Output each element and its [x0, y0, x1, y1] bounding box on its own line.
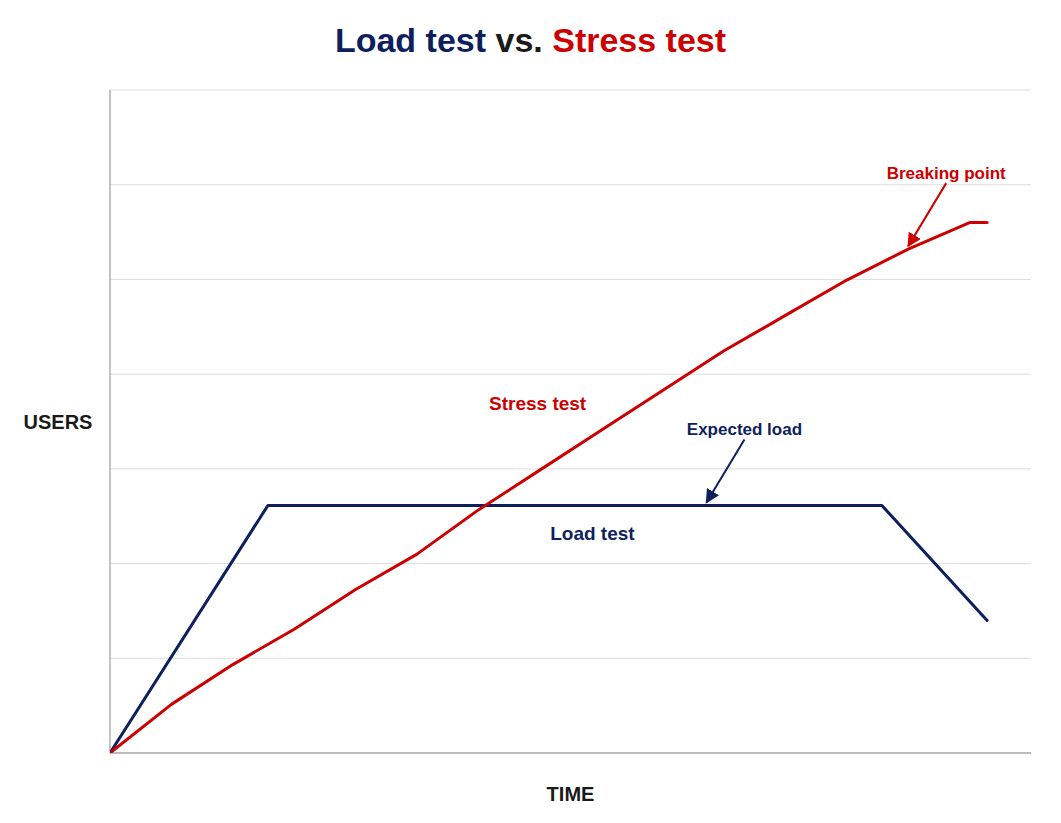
series-label: Load test: [550, 523, 635, 544]
annotation: Expected load: [687, 420, 802, 439]
series-label: Stress test: [489, 393, 587, 414]
title-part: vs.: [486, 21, 552, 59]
series-line: [110, 505, 987, 753]
grid-line: [110, 184, 1031, 185]
title: Load test vs. Stress test: [335, 21, 726, 59]
title-part: Stress test: [552, 21, 726, 59]
annotation: Breaking point: [887, 164, 1006, 183]
annotation-arrow: [908, 183, 946, 246]
grid-line: [110, 753, 1031, 754]
chart: Load test Stress test Breaking point Expect…: [0, 0, 1061, 823]
grid-line: [110, 658, 1031, 659]
y-axis-line: [110, 90, 111, 753]
title-part: Load test: [335, 21, 486, 59]
x-axis-line: [110, 753, 1031, 754]
grid-line: [110, 90, 1031, 91]
grid: [110, 90, 1031, 753]
x-axis-label: TIME: [547, 783, 595, 805]
grid-line: [110, 468, 1031, 469]
grid-line: [110, 374, 1031, 375]
annotation-arrow: [706, 439, 744, 502]
series-line: [110, 223, 987, 753]
grid-line: [110, 279, 1031, 280]
y-axis-label: USERS: [24, 411, 93, 433]
plot-area: [110, 223, 987, 753]
grid-line: [110, 563, 1031, 564]
